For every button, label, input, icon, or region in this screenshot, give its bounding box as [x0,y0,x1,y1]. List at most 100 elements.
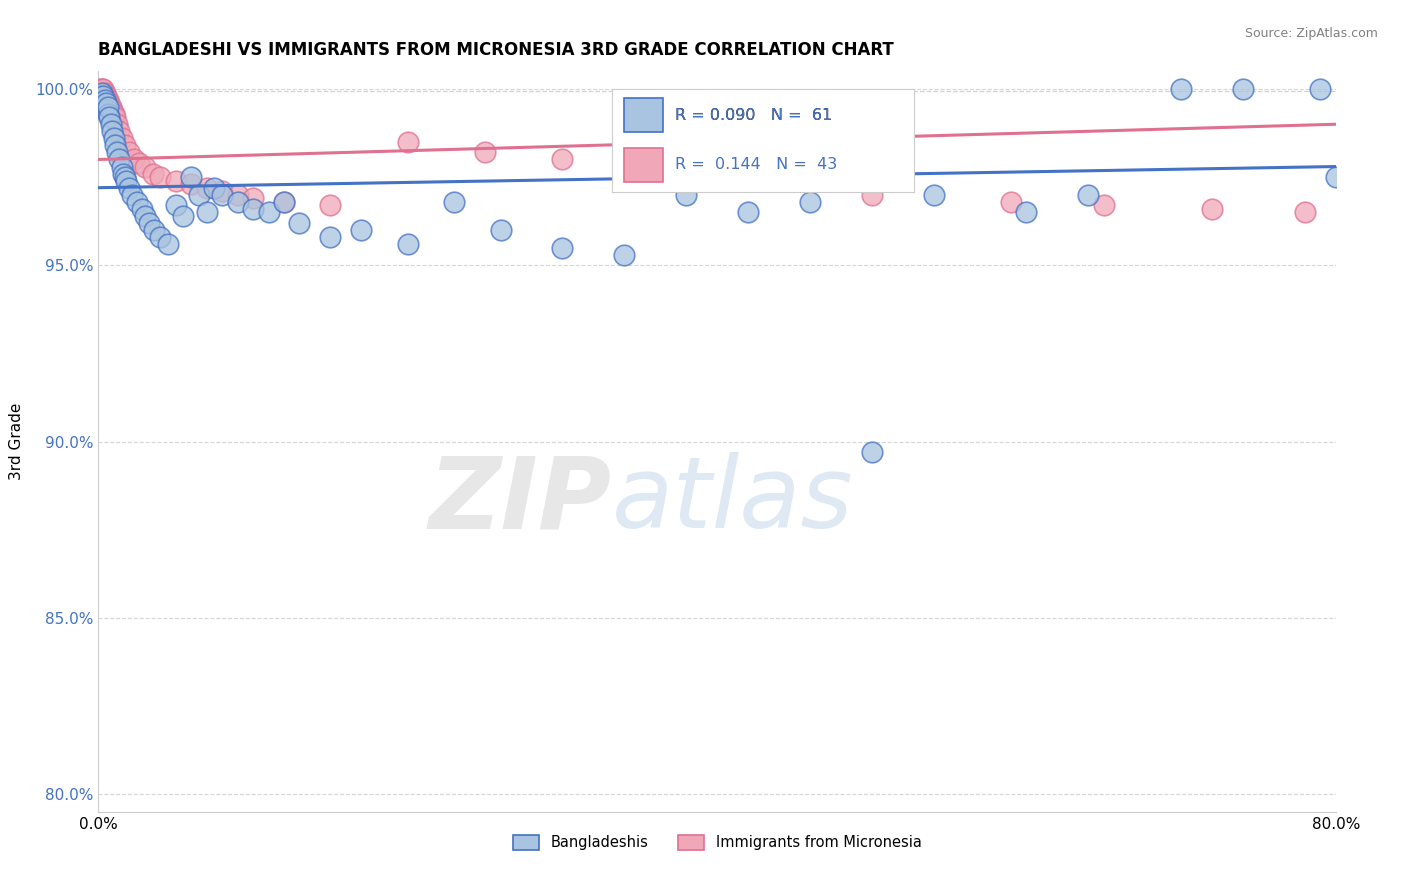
Text: R = 0.090   N =  61: R = 0.090 N = 61 [675,108,832,123]
Bar [624,148,664,181]
Point [96,103,118,117]
Point [1309,82,1331,96]
Point [860,445,883,459]
Point [1077,187,1099,202]
Point [111,131,132,145]
Point [319,230,342,244]
Point [101,103,124,117]
Point [799,194,821,209]
Point [1015,205,1038,219]
Point [489,223,512,237]
Point [149,170,172,185]
Point [115,174,138,188]
Point [396,135,419,149]
Point [396,237,419,252]
Point [204,180,226,194]
Point [105,117,128,131]
Point [98,96,121,111]
Point [103,106,125,120]
Point [257,205,280,219]
Point [96,96,118,111]
Point [90,86,112,100]
Point [118,145,141,160]
Point [165,198,187,212]
Point [138,216,160,230]
Point [474,145,496,160]
Point [100,117,122,131]
Point [1294,205,1316,219]
Point [91,82,114,96]
Bar [624,98,664,132]
Point [1000,194,1022,209]
Point [100,100,122,114]
Point [1232,82,1254,96]
Point [211,184,233,198]
Point [104,138,127,153]
Point [149,230,172,244]
Point [1324,170,1347,185]
Point [97,93,120,107]
Point [273,194,295,209]
Point [131,202,153,216]
Point [675,187,697,202]
Point [242,191,264,205]
Point [107,124,129,138]
Point [288,216,311,230]
Point [195,180,218,194]
Point [91,89,114,103]
Point [90,93,112,107]
Point [1092,198,1115,212]
Point [752,174,775,188]
Point [143,223,166,237]
Point [103,131,125,145]
Point [211,187,233,202]
Point [613,248,636,262]
Point [97,100,120,114]
Point [90,86,112,100]
Text: BANGLADESHI VS IMMIGRANTS FROM MICRONESIA 3RD GRADE CORRELATION CHART: BANGLADESHI VS IMMIGRANTS FROM MICRONESI… [98,41,894,59]
Point [350,223,373,237]
Point [1170,82,1192,96]
Point [107,153,129,167]
Legend: Bangladeshis, Immigrants from Micronesia: Bangladeshis, Immigrants from Micronesia [506,830,928,856]
Point [273,194,295,209]
Point [93,100,115,114]
Point [242,202,264,216]
Point [93,93,115,107]
Point [165,174,187,188]
Point [89,82,111,96]
Point [443,194,465,209]
Point [157,237,180,252]
Point [127,194,149,209]
Text: Source: ZipAtlas.com: Source: ZipAtlas.com [1244,27,1378,40]
Text: R = 0.090   N =  61: R = 0.090 N = 61 [675,108,832,123]
Point [104,110,127,124]
Point [105,145,128,160]
Text: ZIP: ZIP [429,452,612,549]
Point [121,187,143,202]
Point [128,156,150,170]
Point [226,194,249,209]
Point [860,187,883,202]
Point [141,167,165,181]
Point [93,93,115,107]
Point [1201,202,1223,216]
Point [97,106,120,120]
Point [101,124,124,138]
Point [134,160,156,174]
Point [114,138,136,153]
Text: atlas: atlas [612,452,853,549]
Point [93,86,115,100]
Point [122,153,145,167]
Point [226,187,249,202]
Point [551,153,574,167]
Y-axis label: 3rd Grade: 3rd Grade [10,403,24,480]
Point [195,205,218,219]
Point [112,167,135,181]
Point [91,96,114,111]
Point [98,110,121,124]
Point [90,82,112,96]
Point [89,89,111,103]
Point [180,177,202,191]
Point [737,205,759,219]
